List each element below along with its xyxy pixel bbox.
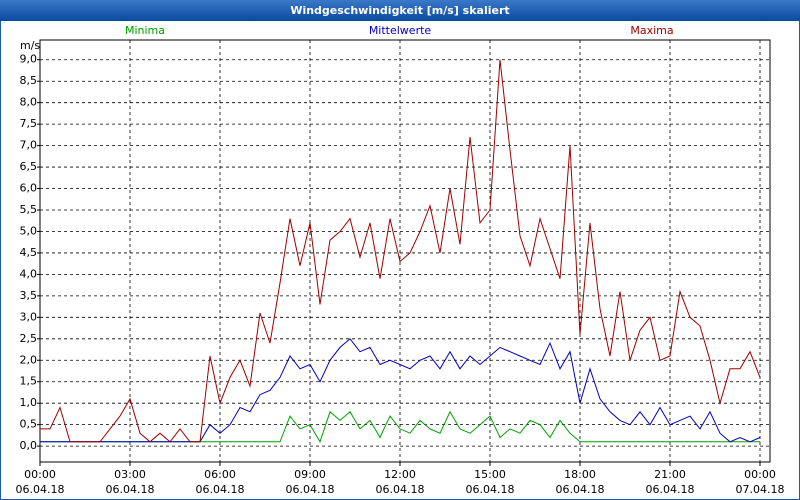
- y-tick-label: 0,0: [20, 439, 38, 452]
- plot-frame: [39, 39, 771, 463]
- x-tick-label: 15:00: [474, 468, 506, 481]
- x-tick-label: 18:00: [564, 468, 596, 481]
- x-tick-date: 06.04.18: [646, 483, 695, 496]
- y-tick-label: 1,5: [20, 375, 38, 388]
- y-tick-label: 0,5: [20, 418, 38, 431]
- x-tick-date: 06.04.18: [106, 483, 155, 496]
- x-tick-label: 03:00: [114, 468, 146, 481]
- x-tick-date: 06.04.18: [196, 483, 245, 496]
- x-tick-label: 12:00: [384, 468, 416, 481]
- y-tick-label: 3,0: [20, 310, 38, 323]
- y-tick-label: 8,5: [20, 74, 38, 87]
- legend-label: Maxima: [630, 24, 673, 37]
- y-tick-label: 9,0: [20, 53, 38, 66]
- y-tick-label: 2,5: [20, 332, 38, 345]
- y-tick-label: 4,5: [20, 246, 38, 259]
- y-tick-label: 6,0: [20, 182, 38, 195]
- series-line: [40, 59, 761, 443]
- x-tick-label: 00:00: [744, 468, 776, 481]
- x-tick-label: 06:00: [204, 468, 236, 481]
- x-tick-date: 06.04.18: [466, 483, 515, 496]
- x-tick-date: 06.04.18: [16, 483, 65, 496]
- x-tick-date: 06.04.18: [376, 483, 425, 496]
- x-tick-label: 21:00: [654, 468, 686, 481]
- x-tick-date: 07.04.18: [736, 483, 785, 496]
- legend-label: Mittelwerte: [369, 24, 432, 37]
- title-bar: [0, 0, 800, 21]
- y-tick-label: 8,0: [20, 96, 38, 109]
- y-unit: m/s: [20, 39, 40, 52]
- y-tick-label: 3,5: [20, 289, 38, 302]
- x-tick-label: 09:00: [294, 468, 326, 481]
- y-tick-label: 4,0: [20, 267, 38, 280]
- y-tick-label: 2,0: [20, 353, 38, 366]
- x-tick-date: 06.04.18: [286, 483, 335, 496]
- series-line: [40, 338, 761, 443]
- x-tick-date: 06.04.18: [556, 483, 605, 496]
- y-tick-label: 7,5: [20, 117, 38, 130]
- y-tick-label: 5,5: [20, 203, 38, 216]
- chart-title: Windgeschwindigkeit [m/s] skaliert: [290, 4, 509, 17]
- y-tick-label: 7,0: [20, 139, 38, 152]
- legend-label: Minima: [125, 24, 165, 37]
- y-tick-label: 5,0: [20, 224, 38, 237]
- x-tick-label: 00:00: [24, 468, 56, 481]
- y-tick-label: 1,0: [20, 396, 38, 409]
- y-tick-label: 6,5: [20, 160, 38, 173]
- plot: 0,0 0,5 1,0 1,5 2,0 2,5 3,0 3,5 4,0 4,5 5,0 5,5 6,0 6…: [16, 24, 785, 496]
